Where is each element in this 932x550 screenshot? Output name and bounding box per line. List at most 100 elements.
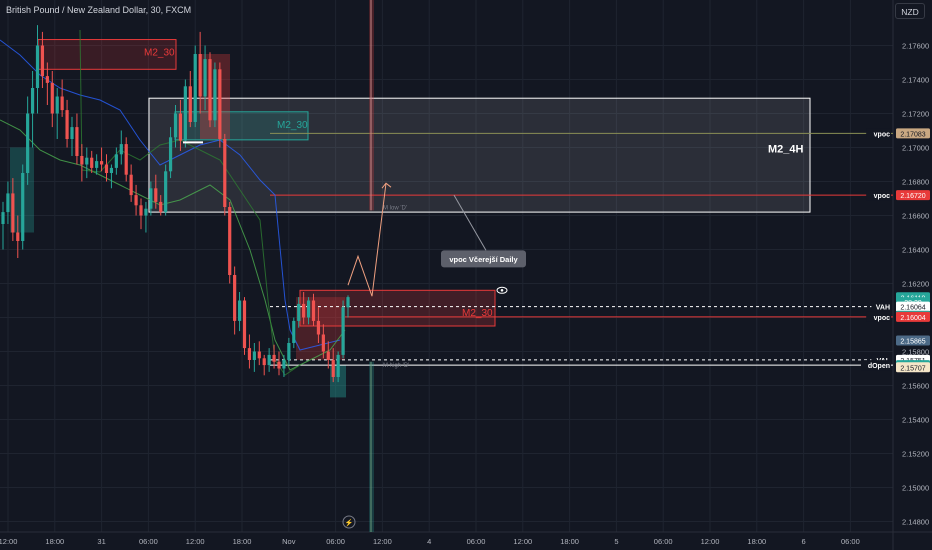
time-tick-label: 18:00 — [233, 537, 252, 546]
time-tick-label: 12:00 — [701, 537, 720, 546]
time-tick-label: Nov — [282, 537, 296, 546]
candle-body[interactable] — [16, 232, 20, 242]
candle-body[interactable] — [262, 358, 266, 366]
candle-body[interactable] — [193, 54, 197, 122]
candle-body[interactable] — [50, 82, 54, 114]
candle-body[interactable] — [178, 113, 183, 141]
candle-body[interactable] — [55, 96, 59, 114]
price-tick-label: 2.16800 — [902, 178, 929, 187]
level-label-vpoc: vpoc — [874, 131, 890, 138]
candle-body[interactable] — [218, 69, 222, 139]
eye-icon[interactable] — [496, 286, 508, 294]
candle-body[interactable] — [168, 137, 173, 172]
candle-body[interactable] — [95, 161, 99, 168]
candle-body[interactable] — [119, 144, 123, 155]
level-label-vpoc: vpoc — [874, 315, 890, 322]
candle-body[interactable] — [99, 161, 104, 165]
candle-body[interactable] — [114, 154, 118, 168]
candle-body[interactable] — [124, 144, 128, 175]
candle-body[interactable] — [311, 300, 316, 321]
candle-body[interactable] — [247, 348, 252, 360]
time-tick-label: 18:00 — [747, 537, 766, 546]
candle-body[interactable] — [85, 157, 89, 165]
candle-body[interactable] — [228, 207, 232, 275]
candle-body[interactable] — [129, 174, 133, 196]
candle-body[interactable] — [331, 360, 335, 377]
candle-body[interactable] — [183, 86, 187, 141]
candle-body[interactable] — [21, 173, 25, 241]
candle-body[interactable] — [6, 193, 10, 213]
level-label-dopen: dOpen — [868, 363, 890, 370]
candle-body[interactable] — [45, 76, 49, 83]
candle-body[interactable] — [65, 110, 69, 139]
currency-button[interactable]: NZD — [895, 3, 925, 19]
time-tick-label: 06:00 — [467, 537, 486, 546]
candle-body[interactable] — [149, 188, 153, 209]
candle-body[interactable] — [134, 195, 138, 206]
candle-body[interactable] — [70, 127, 74, 139]
candle-body[interactable] — [159, 201, 163, 213]
candle-body[interactable] — [75, 127, 79, 156]
candle-body[interactable] — [341, 307, 345, 355]
candle-body[interactable] — [203, 59, 207, 97]
candle-body[interactable] — [316, 320, 321, 335]
candle-body[interactable] — [1, 212, 5, 224]
candle-body[interactable] — [11, 193, 15, 233]
time-tick-label: 5 — [614, 537, 618, 546]
callout-box[interactable] — [441, 250, 526, 268]
zone-m2-4h[interactable] — [148, 97, 811, 213]
candle-body[interactable] — [40, 45, 45, 77]
price-tag-label: 2.15865 — [900, 338, 925, 345]
candle-body[interactable] — [198, 54, 202, 97]
candle-body[interactable] — [104, 164, 109, 174]
candle-body[interactable] — [223, 139, 227, 207]
candle-body[interactable] — [257, 351, 261, 359]
candle-body[interactable] — [242, 300, 247, 349]
candle-body[interactable] — [144, 208, 148, 216]
candle-body[interactable] — [237, 300, 242, 321]
candle-body[interactable] — [267, 354, 271, 366]
candle-body[interactable] — [213, 69, 217, 121]
candle-body[interactable] — [287, 343, 291, 360]
candle-body[interactable] — [60, 96, 64, 111]
candle-body[interactable] — [164, 171, 168, 213]
candle-body[interactable] — [297, 303, 301, 321]
candle-body[interactable] — [188, 86, 192, 122]
candle-body[interactable] — [302, 303, 306, 318]
candle-body[interactable] — [272, 354, 276, 362]
price-tag — [896, 362, 930, 373]
candle-body[interactable] — [208, 59, 212, 121]
candle-body[interactable] — [326, 351, 330, 361]
zone-m2-30-right[interactable] — [299, 289, 496, 327]
time-tick-label: 6 — [802, 537, 806, 546]
projection-arrow — [381, 182, 392, 189]
candle-body[interactable] — [233, 275, 237, 321]
candle-body[interactable] — [90, 157, 94, 168]
candle-body[interactable] — [26, 113, 30, 174]
candle-body[interactable] — [321, 334, 325, 352]
candle-body[interactable] — [346, 297, 350, 308]
bolt-icon[interactable] — [342, 515, 356, 529]
candle-body[interactable] — [306, 300, 311, 318]
candle-body[interactable] — [173, 113, 178, 138]
zone-m2-30-left[interactable] — [37, 39, 177, 70]
price-tick-label: 2.16600 — [902, 212, 929, 221]
candle-body[interactable] — [80, 156, 84, 165]
zone-m2-30-mid[interactable] — [174, 111, 309, 141]
candle-body[interactable] — [292, 320, 296, 343]
candle-body[interactable] — [282, 360, 286, 369]
candle-body[interactable] — [30, 88, 35, 114]
price-tick-label: 2.17000 — [902, 144, 929, 153]
candle-body[interactable] — [277, 361, 281, 369]
candle-body[interactable] — [139, 205, 143, 216]
candle-body[interactable] — [35, 45, 40, 89]
price-tick-label: 2.15400 — [902, 416, 929, 425]
candle-body[interactable] — [109, 167, 114, 173]
time-tick-label: 4 — [427, 537, 431, 546]
candle-body[interactable] — [336, 354, 340, 377]
candle-body[interactable] — [252, 351, 256, 361]
price-tag-label: 2.15707 — [900, 365, 925, 372]
candle-body[interactable] — [154, 188, 158, 202]
